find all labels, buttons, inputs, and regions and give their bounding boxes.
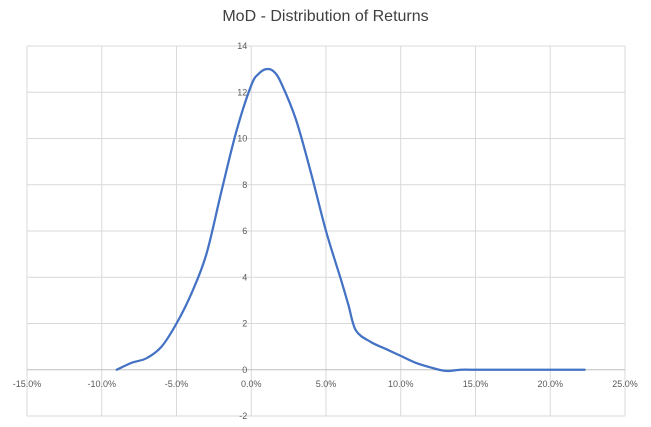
series-line-0 [115,67,586,373]
x-tick-label-0: -15.0% [13,379,42,389]
y-tick-label-7: 12 [237,87,247,97]
chart-title: MoD - Distribution of Returns [222,8,429,25]
x-tick-label-3: 0.0% [241,379,262,389]
x-tick-label-8: 25.0% [612,379,638,389]
x-tick-label-2: -5.0% [165,379,189,389]
y-tick-label-2: 2 [242,319,247,329]
y-tick-label-3: 4 [242,272,247,282]
y-tick-label-1: 0 [242,365,247,375]
x-tick-label-5: 10.0% [388,379,414,389]
x-tick-label-1: -10.0% [87,379,116,389]
y-tick-label-8: 14 [237,41,247,51]
x-tick-label-4: 5.0% [316,379,337,389]
x-tick-label-7: 20.0% [537,379,563,389]
x-tick-label-6: 15.0% [463,379,489,389]
y-tick-label-4: 6 [242,226,247,236]
y-tick-label-0: -2 [239,411,247,421]
y-tick-label-6: 10 [237,134,247,144]
y-tick-label-5: 8 [242,180,247,190]
